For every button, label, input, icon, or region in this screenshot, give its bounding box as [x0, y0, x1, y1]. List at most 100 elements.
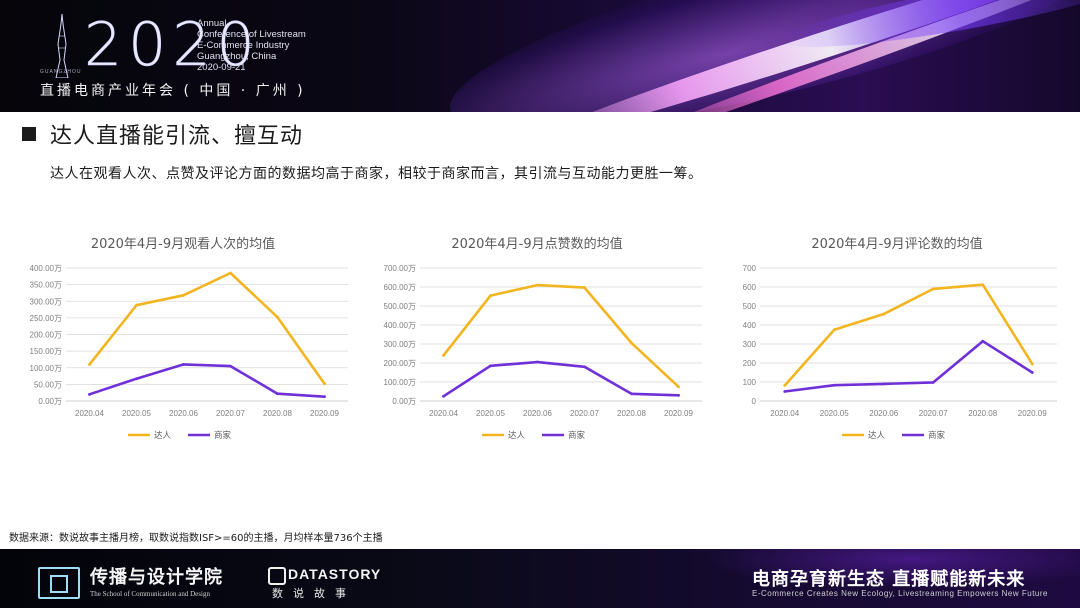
- x-tick-label: 2020.05: [122, 409, 151, 418]
- data-point: [88, 363, 91, 366]
- y-tick-label: 500.00万: [384, 302, 416, 311]
- y-tick-label: 700.00万: [384, 264, 416, 273]
- y-tick-label: 200: [743, 359, 757, 368]
- conference-header-banner: GUANGZHOU 2020 Annual Conference of Live…: [0, 0, 1080, 112]
- data-point: [677, 393, 680, 397]
- x-tick-label: 2020.08: [263, 409, 292, 418]
- y-tick-label: 400: [743, 321, 757, 330]
- data-point: [981, 339, 985, 343]
- y-tick-label: 300: [743, 340, 757, 349]
- conference-line: Guangzhou, China: [197, 51, 277, 62]
- canton-tower-logo-icon: [55, 14, 69, 78]
- slogan: 电商孕育新生态 直播赋能新未来: [752, 569, 1026, 590]
- data-point: [229, 364, 232, 368]
- data-point: [931, 380, 935, 384]
- conference-line: E-Commerce Industry: [197, 40, 290, 51]
- y-tick-label: 500: [743, 302, 757, 311]
- y-tick-label: 300.00万: [30, 297, 62, 306]
- series-line-merchant: [783, 339, 1034, 393]
- data-source-note: 数据来源：数说故事主播月榜，取数说指数ISF>=60的主播，月均样本量736个主…: [9, 533, 383, 544]
- y-tick-label: 0.00万: [38, 397, 62, 406]
- y-tick-label: 50.00万: [34, 380, 62, 389]
- data-point: [323, 382, 326, 386]
- y-tick-label: 100.00万: [30, 364, 62, 373]
- x-tick-label: 2020.07: [216, 409, 245, 418]
- slide-subtitle: 达人在观看人次、点赞及评论方面的数据均高于商家，相较于商家而言，其引流与互动能力…: [50, 166, 703, 182]
- x-tick-label: 2020.05: [476, 409, 505, 418]
- slogan-english: E-Commerce Creates New Ecology, Livestre…: [752, 589, 1048, 598]
- data-point: [536, 360, 539, 364]
- slide-title: 达人直播能引流、擅互动: [50, 124, 304, 149]
- y-tick-label: 0: [752, 397, 757, 406]
- y-tick-label: 150.00万: [30, 347, 62, 356]
- data-point: [783, 390, 787, 393]
- data-point: [832, 328, 836, 332]
- data-point: [583, 286, 586, 289]
- series-line-merchant: [88, 363, 326, 398]
- data-point: [88, 392, 91, 396]
- y-tick-label: 200.00万: [30, 331, 62, 340]
- school-name-english: The School of Communication and Design: [90, 590, 210, 598]
- data-point: [323, 395, 326, 399]
- data-point: [1030, 371, 1034, 374]
- y-tick-label: 350.00万: [30, 281, 62, 290]
- datastory-name-cn: 数说故事: [272, 587, 356, 600]
- x-tick-label: 2020.06: [523, 409, 552, 418]
- y-tick-label: 700: [743, 264, 757, 273]
- chart-title: 2020年4月-9月观看人次的均值: [91, 236, 275, 252]
- data-point: [229, 271, 232, 275]
- data-point: [489, 294, 492, 297]
- data-point: [783, 384, 787, 387]
- data-point: [630, 392, 633, 396]
- school-logo-icon: [38, 567, 80, 599]
- views-line-chart: 2020年4月-9月观看人次的均值 0.00万 50.00万 100.00万 150.0…: [30, 236, 348, 441]
- y-tick-label: 100.00万: [384, 378, 416, 387]
- x-tick-label: 2020.09: [1018, 409, 1047, 418]
- y-tick-label: 0.00万: [392, 397, 416, 406]
- x-tick-label: 2020.09: [310, 409, 339, 418]
- conference-info: Annual Conference of Livestream E-Commer…: [197, 18, 306, 73]
- y-tick-label: 200.00万: [384, 359, 416, 368]
- data-point: [182, 363, 185, 366]
- y-tick-label: 250.00万: [30, 314, 62, 323]
- data-point: [536, 283, 539, 287]
- data-point: [583, 365, 586, 369]
- x-tick-label: 2020.06: [869, 409, 898, 418]
- data-point: [489, 364, 492, 368]
- footer-banner: [0, 549, 1080, 608]
- y-tick-label: 100: [743, 378, 757, 387]
- series-line-daren: [88, 271, 326, 385]
- legend-label: 达人: [868, 430, 886, 441]
- legend-label: 商家: [568, 430, 586, 441]
- conference-line: Conference of Livestream: [197, 29, 306, 40]
- y-tick-label: 400.00万: [384, 321, 416, 330]
- y-tick-label: 300.00万: [384, 340, 416, 349]
- data-point: [442, 354, 445, 357]
- series-line-merchant: [442, 360, 680, 398]
- x-tick-label: 2020.07: [570, 409, 599, 418]
- datastory-logo-icon: [268, 567, 286, 585]
- y-tick-label: 600: [743, 283, 757, 292]
- conference-subtitle: 直播电商产业年会 ( 中国 · 广州 ): [40, 83, 306, 99]
- data-point: [135, 303, 138, 307]
- legend-label: 达人: [508, 430, 526, 441]
- title-bullet-icon: [22, 127, 36, 141]
- conference-line: Annual: [197, 18, 227, 29]
- x-tick-label: 2020.06: [169, 409, 198, 418]
- data-point: [931, 287, 935, 291]
- data-point: [832, 383, 836, 387]
- data-point: [182, 293, 185, 297]
- legend-label: 达人: [154, 430, 172, 441]
- y-tick-label: 400.00万: [30, 264, 62, 273]
- x-tick-label: 2020.08: [968, 409, 997, 418]
- comments-line-chart: 2020年4月-9月评论数的均值 0 100 200 300 400 500 600 700 20…: [743, 236, 1057, 441]
- data-point: [1030, 362, 1034, 366]
- x-tick-label: 2020.04: [75, 409, 104, 418]
- data-point: [677, 385, 680, 389]
- x-tick-label: 2020.09: [664, 409, 693, 418]
- data-point: [981, 283, 985, 287]
- city-tag: GUANGZHOU: [40, 69, 82, 75]
- data-point: [882, 382, 886, 386]
- chart-title: 2020年4月-9月评论数的均值: [811, 236, 982, 252]
- x-tick-label: 2020.04: [429, 409, 458, 418]
